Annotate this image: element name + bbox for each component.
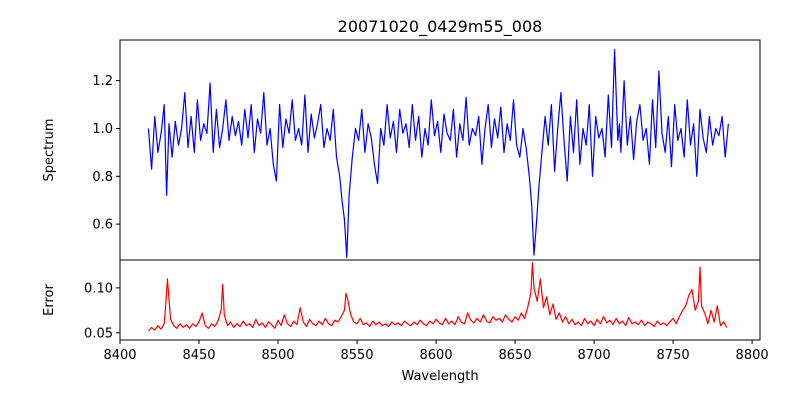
x-tick-label-6: 8700 [578,348,611,363]
error-panel-y-axis-label: Error [42,284,57,316]
x-tick-label-5: 8650 [499,348,532,363]
spectrum-panel: 0.6 0.8 1.0 1.2 Spectrum [42,39,761,261]
spectrum-panel-y-tick-label-2: 1.0 [92,122,113,137]
x-tick-label-1: 8450 [182,348,215,363]
x-tick-label-2: 8500 [261,348,294,363]
spectrum-panel-y-axis-label: Spectrum [42,119,57,182]
error-panel-y-tick-label-0: 0.05 [84,326,113,341]
x-axis-label: Wavelength [401,369,478,384]
spectrum-panel-y-tick-label-0: 0.6 [92,218,113,233]
x-tick-label-4: 8600 [420,348,453,363]
spectrum-panel-y-tick-label-3: 1.2 [92,74,113,89]
error-panel-frame [119,259,761,341]
error-panel-series-line-0 [147,262,728,332]
error-panel: 0.05 0.10 Error 8400 8450 8500 8550 8600 8650 870… [42,259,769,363]
x-tick-label-8: 8800 [736,348,769,363]
chart-title: 20071020_0429m55_008 [338,17,543,37]
x-tick-label-7: 8750 [657,348,690,363]
error-panel-y-tick-label-1: 0.10 [84,281,113,296]
x-tick-label-0: 8400 [103,348,136,363]
spectrum-panel-series-line-0 [147,48,729,259]
spectrum-panel-y-tick-label-1: 0.8 [92,170,113,185]
x-tick-label-3: 8550 [340,348,373,363]
